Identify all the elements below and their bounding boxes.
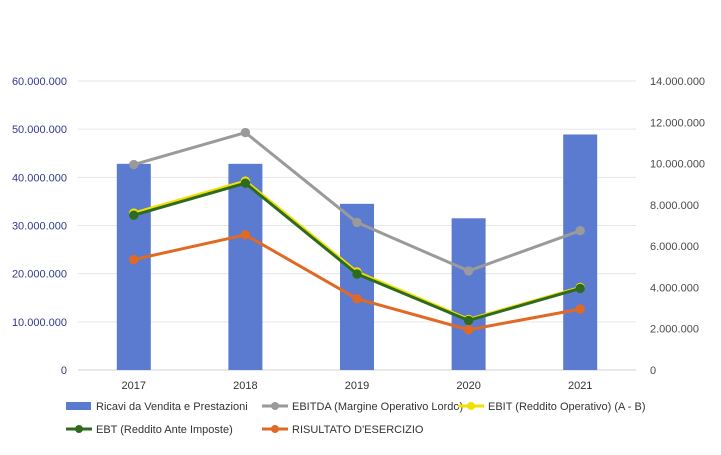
bar-series — [116, 134, 598, 370]
right-tick-label: 12.000.000 — [650, 117, 705, 129]
legend-label: Ricavi da Vendita e Prestazioni — [96, 401, 248, 413]
x-tick-label: 2017 — [122, 380, 146, 392]
right-tick-label: 14.000.000 — [650, 76, 705, 88]
left-tick-label: 50.000.000 — [12, 124, 67, 136]
legend-marker — [75, 425, 83, 433]
left-tick-label: 40.000.000 — [12, 172, 67, 184]
right-tick-label: 2.000.000 — [650, 324, 699, 336]
data-point — [129, 159, 139, 170]
x-tick-label: 2020 — [456, 380, 480, 392]
left-tick-label: 10.000.000 — [12, 317, 67, 329]
right-tick-label: 4.000.000 — [650, 282, 699, 294]
legend-label: EBT (Reddito Ante Imposte) — [96, 424, 233, 436]
bar — [116, 163, 151, 370]
right-tick-label: 0 — [650, 365, 656, 377]
bar — [451, 218, 486, 370]
data-point — [240, 127, 251, 138]
left-tick-label: 60.000.000 — [12, 76, 67, 88]
data-point — [575, 283, 585, 294]
left-tick-label: 30.000.000 — [12, 221, 67, 233]
bar — [340, 203, 374, 370]
right-tick-label: 10.000.000 — [650, 159, 705, 171]
x-axis: 2017 2018 2019 2020 2021 — [122, 380, 593, 392]
data-point — [575, 304, 585, 314]
legend-label: RISULTATO D'ESERCIZIO — [292, 424, 424, 436]
left-tick-label: 0 — [61, 365, 67, 377]
legend-label: EBITDA (Margine Operativo Lordo) — [292, 401, 463, 413]
left-axis-ticks: 0 10.000.000 20.000.000 30.000.000 40.000.00… — [12, 76, 67, 377]
x-tick-label: 2021 — [568, 380, 592, 392]
data-point — [352, 269, 362, 279]
data-point — [463, 266, 474, 276]
right-axis-ticks: 0 2.000.000 4.000.000 6.000.000 8.000.000 10.… — [650, 76, 705, 377]
left-tick-label: 20.000.000 — [12, 269, 67, 281]
x-tick-label: 2018 — [233, 380, 257, 392]
bar — [228, 163, 263, 370]
line-series — [129, 127, 585, 335]
data-point — [240, 178, 251, 188]
legend-marker — [271, 402, 279, 410]
legend: Ricavi da Vendita e Prestazioni EBITDA (M… — [66, 401, 646, 436]
data-point — [240, 230, 251, 240]
right-tick-label: 8.000.000 — [650, 200, 699, 212]
data-point — [463, 315, 474, 326]
legend-label: EBIT (Reddito Operativo) (A - B) — [488, 401, 646, 413]
bar — [563, 134, 598, 370]
data-point — [463, 325, 474, 335]
data-point — [129, 210, 139, 220]
data-point — [575, 225, 585, 236]
right-tick-label: 6.000.000 — [650, 241, 699, 253]
data-point — [352, 294, 362, 304]
legend-marker — [271, 425, 279, 433]
data-point — [129, 254, 139, 265]
data-point — [352, 217, 362, 228]
legend-swatch — [66, 402, 91, 410]
legend-marker — [467, 402, 475, 410]
x-tick-label: 2019 — [345, 380, 369, 392]
